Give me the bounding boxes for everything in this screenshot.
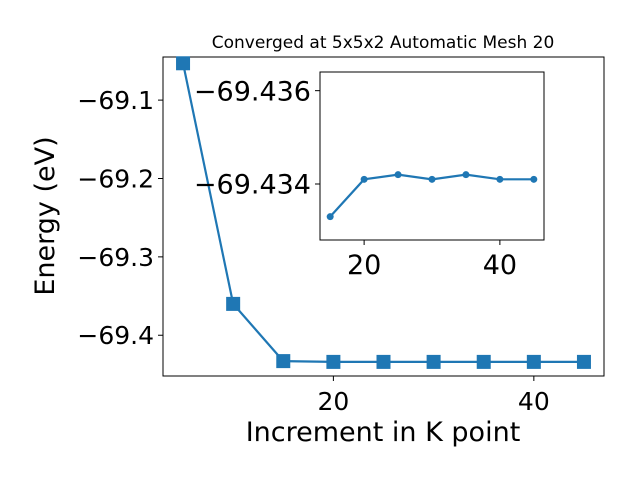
main-chart-title: Converged at 5x5x2 Automatic Mesh 20	[212, 33, 555, 53]
main-data-point	[226, 296, 241, 311]
inset-y-tick-label: −69.434	[194, 170, 311, 201]
inset-plot-frame	[319, 71, 545, 241]
main-y-tick-label: −69.1	[77, 86, 154, 115]
inset-data-point	[496, 175, 504, 183]
inset-y-tick-label: −69.436	[194, 76, 311, 107]
main-y-tick-label: −69.2	[77, 164, 154, 193]
main-data-point	[476, 354, 491, 369]
inset-x-tick-label: 20	[347, 250, 381, 281]
main-data-point	[526, 354, 541, 369]
main-data-point	[376, 354, 391, 369]
main-data-point	[176, 56, 191, 71]
main-data-point	[326, 354, 341, 369]
y-axis-label: Energy (eV)	[30, 136, 61, 295]
main-plot-area: 20 40 −69.1 −69.2 −69.3 −69.4	[77, 56, 591, 416]
inset-background	[320, 72, 544, 240]
inset-data-point	[530, 175, 538, 183]
main-y-tick-label: −69.3	[77, 243, 154, 272]
inset-data-point	[462, 171, 470, 179]
inset-data-point	[394, 171, 402, 179]
main-data-point	[426, 354, 441, 369]
main-plot-frame	[162, 56, 605, 377]
inset-data-point	[428, 175, 436, 183]
main-y-tick-label: −69.4	[77, 321, 154, 350]
main-data-point	[576, 354, 591, 369]
inset-plot-area: 20 40 −69.436 −69.434	[194, 76, 538, 281]
inset-data-point	[360, 175, 368, 183]
main-x-tick-label: 20	[317, 387, 349, 416]
main-data-point	[276, 354, 291, 369]
x-axis-label: Increment in K point	[246, 417, 521, 448]
main-x-tick-label: 40	[518, 387, 550, 416]
inset-data-point	[326, 213, 334, 221]
inset-x-tick-label: 40	[483, 250, 517, 281]
